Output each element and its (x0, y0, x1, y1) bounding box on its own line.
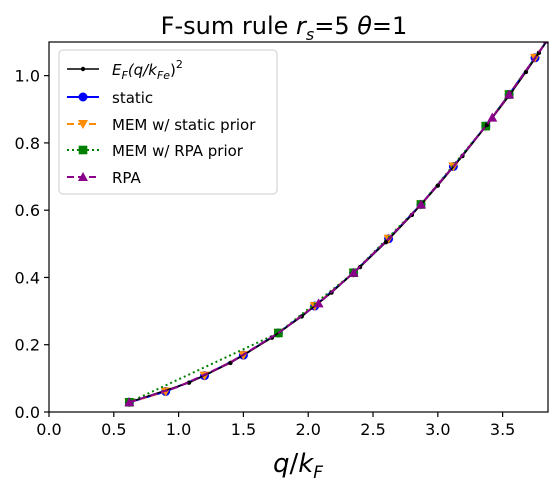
ticks-layer: 0.0 0.5 1.0 1.5 2.0 2.5 3.0 3.5 0.0 0.2 0.4 0.6 0.8 1… (15, 67, 516, 439)
chart-title-part: θ (357, 12, 372, 40)
legend-box (58, 49, 278, 195)
series-4 (124, 42, 548, 407)
x-axis-label: q/kF (273, 449, 323, 483)
y-tick-label: 0.2 (15, 336, 40, 355)
legend-marker-2 (78, 120, 88, 129)
legend-label-exact-part: F (121, 69, 128, 82)
legend-label-exact-part: Fe (157, 69, 170, 82)
data-point-4 (124, 397, 135, 407)
data-point-4 (487, 112, 498, 122)
x-axis-label-part: q (273, 449, 290, 479)
data-point-0 (186, 380, 192, 385)
chart-title-part: r (296, 12, 308, 40)
chart-title: F-sum rule rs=5 θ=1 (161, 12, 408, 44)
x-axis-label-part: F (313, 463, 323, 483)
data-point-4 (504, 89, 515, 99)
y-tick-label: 0.4 (15, 268, 40, 287)
x-tick-label: 1.5 (231, 420, 256, 439)
y-tick-label: 0.6 (15, 201, 40, 220)
data-point-4 (415, 199, 426, 209)
chart-title-part: =1 (372, 12, 407, 40)
legend-marker-1 (78, 92, 88, 102)
x-axis-label-part: / (289, 449, 298, 479)
x-axis-label-part: k (298, 449, 314, 479)
x-tick-label: 3.5 (490, 420, 515, 439)
legend-label-exact-part: ) (170, 61, 176, 79)
legend-marker-0 (80, 66, 86, 72)
x-tick-label: 3.0 (425, 420, 450, 439)
x-tick-label: 1.0 (166, 420, 191, 439)
data-point-4 (313, 298, 324, 308)
series-line-4 (129, 42, 548, 404)
data-point-0 (523, 69, 529, 75)
legend: EF(q/kFe)2 static MEM w/ static prior ME… (58, 49, 278, 195)
legend-label-exact-part: 2 (176, 58, 183, 71)
legend-marker-3 (78, 145, 88, 155)
legend-items (67, 66, 99, 181)
x-tick-label: 2.5 (360, 420, 385, 439)
legend-label-mem-rpa: MEM w/ RPA prior (112, 142, 244, 160)
y-tick-label: 1.0 (15, 67, 40, 86)
legend-marker-4 (78, 172, 88, 181)
legend-label-exact-part: (q/k (128, 61, 158, 79)
y-tick-label: 0.8 (15, 134, 40, 153)
legend-label-static: static (112, 89, 153, 107)
chart-title-part: s (306, 25, 314, 44)
series-layer (124, 42, 548, 408)
x-tick-label: 0.5 (101, 420, 126, 439)
chart-title-part: =5 (314, 12, 357, 40)
legend-label-mem-static: MEM w/ static prior (112, 116, 256, 134)
data-point-4 (348, 267, 359, 277)
chart-title-part: F-sum rule (161, 12, 296, 40)
y-tick-label: 0.0 (15, 403, 40, 422)
legend-label-exact-part: E (112, 61, 122, 79)
legend-label-rpa: RPA (112, 169, 142, 187)
x-tick-label: 0.0 (36, 420, 61, 439)
data-point-0 (383, 239, 389, 245)
plot-frame (48, 41, 549, 413)
x-tick-label: 2.0 (295, 420, 320, 439)
data-point-0 (435, 183, 441, 188)
legend-label-exact: EF(q/kFe)2 (112, 58, 183, 82)
